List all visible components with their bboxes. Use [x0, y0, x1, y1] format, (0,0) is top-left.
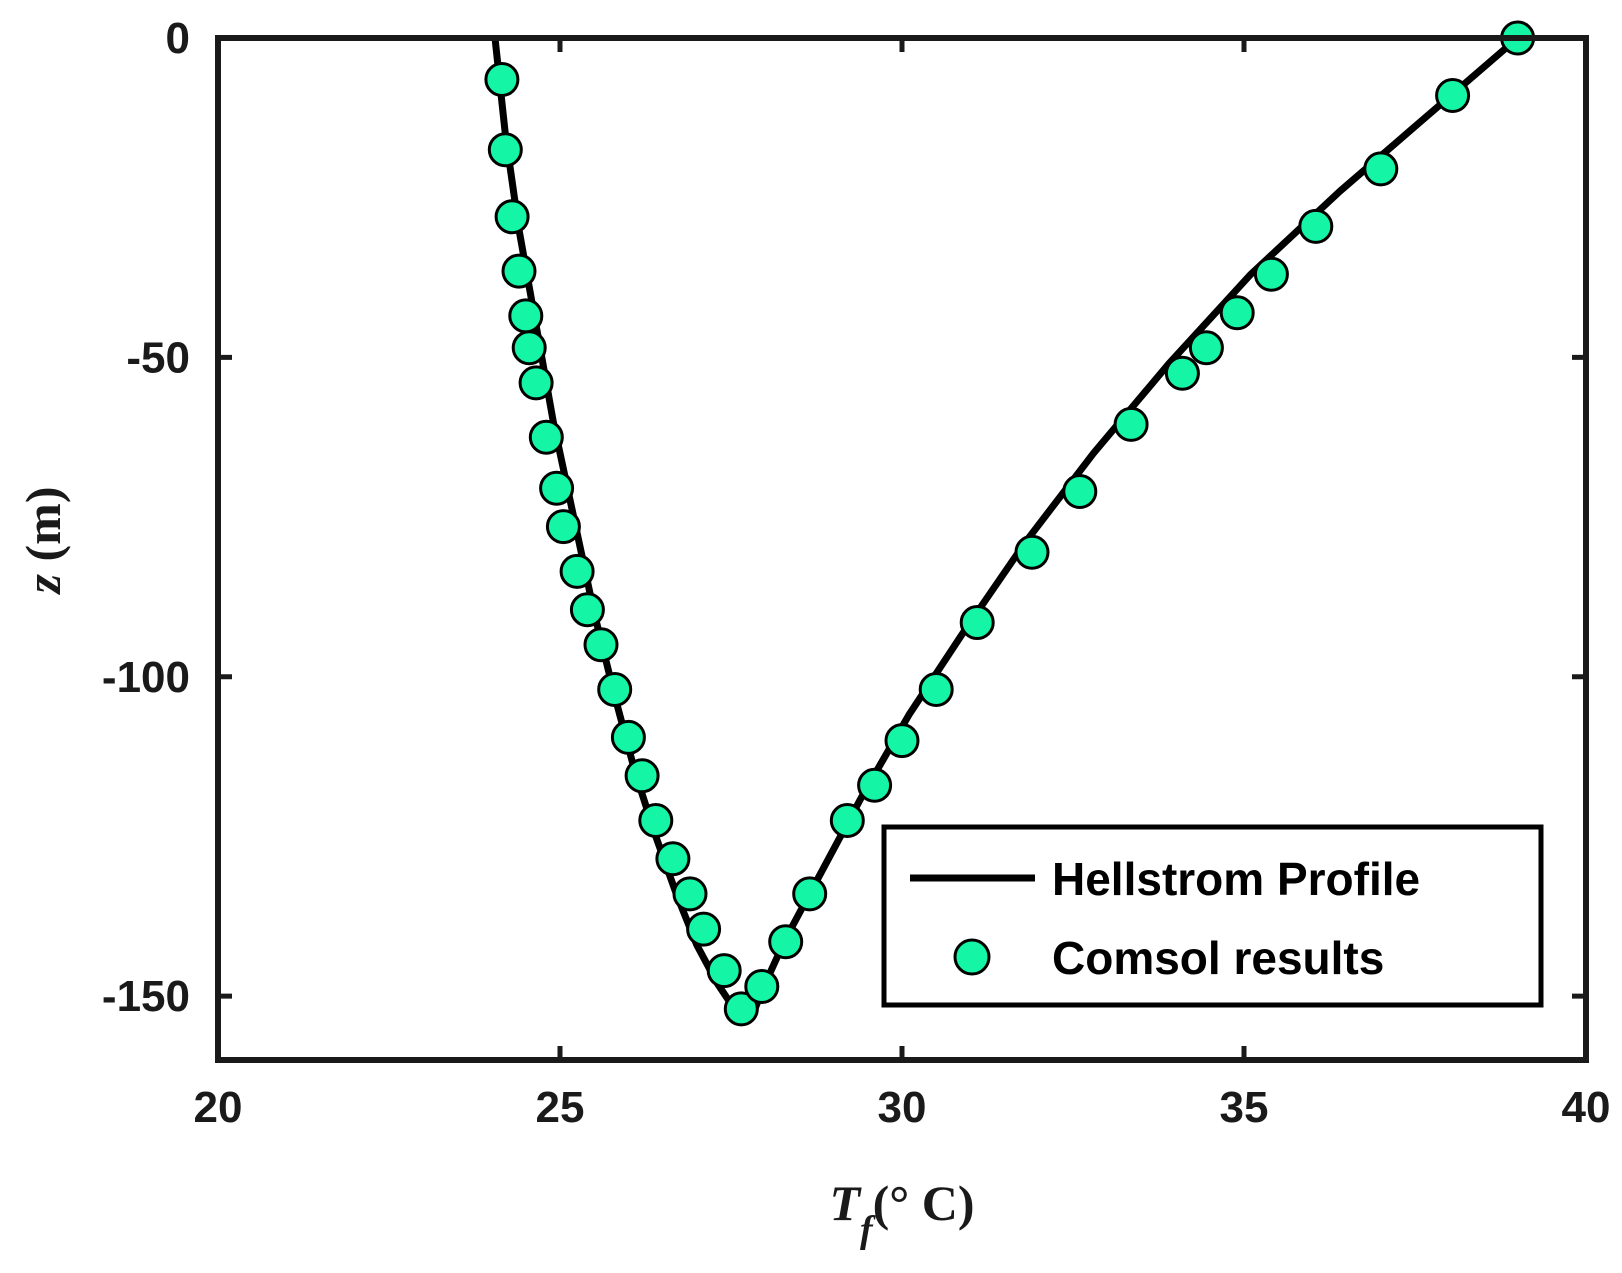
- x-axis-label: Tf(° C): [829, 1175, 974, 1251]
- x-tick-label: 25: [536, 1083, 585, 1132]
- comsol-point: [545, 509, 581, 545]
- comsol-point: [829, 803, 865, 838]
- comsol-point: [511, 330, 547, 366]
- y-tick-label: -150: [102, 972, 190, 1021]
- comsol-point: [494, 199, 530, 235]
- legend-box: [881, 824, 1544, 1008]
- comsol-point: [918, 672, 954, 707]
- comsol-point: [723, 991, 759, 1027]
- comsol-point: [484, 62, 520, 97]
- y-tick-label: 0: [166, 14, 190, 63]
- comsol-point: [597, 672, 633, 707]
- comsol-point: [638, 803, 674, 838]
- comsol-point: [1014, 534, 1050, 570]
- comsol-point: [487, 132, 523, 168]
- comsol-point: [768, 924, 804, 960]
- marker-series: [484, 20, 1536, 1027]
- comsol-point: [559, 553, 595, 589]
- comsol-point: [583, 627, 619, 663]
- comsol-point: [518, 365, 554, 401]
- x-tick-label: 40: [1562, 1083, 1611, 1132]
- comsol-point: [792, 876, 828, 912]
- x-tick-label: 30: [878, 1083, 927, 1132]
- comsol-point: [884, 723, 920, 759]
- y-axis-label: z (m): [15, 487, 71, 596]
- comsol-point: [1253, 256, 1289, 292]
- legend-label-hellstrom: Hellstrom Profile: [1052, 853, 1420, 905]
- comsol-point: [1113, 406, 1149, 442]
- comsol-point: [959, 605, 995, 640]
- legend: Hellstrom Profile Comsol results: [881, 824, 1544, 1008]
- comsol-point: [610, 719, 646, 755]
- comsol-point: [508, 298, 544, 334]
- plot-frame: [215, 35, 1589, 1063]
- comsol-point: [744, 969, 780, 1004]
- comsol-point: [706, 953, 742, 989]
- comsol-point: [1062, 474, 1098, 509]
- x-tick-label: 20: [194, 1083, 243, 1132]
- x-tick-labels: 20 25 30 35 40: [194, 1083, 1611, 1132]
- comsol-point: [624, 758, 660, 794]
- comsol-point: [1188, 330, 1224, 366]
- comsol-point: [539, 470, 575, 506]
- x-axis-label-var: T: [829, 1175, 862, 1231]
- comsol-point: [1219, 295, 1255, 331]
- x-tick-label: 35: [1220, 1083, 1269, 1132]
- comsol-point: [1298, 208, 1334, 244]
- comsol-point: [1363, 151, 1399, 187]
- comsol-point: [528, 419, 564, 455]
- y-tick-labels: 0 -50 -100 -150: [102, 14, 190, 1021]
- comsol-point: [857, 767, 893, 803]
- comsol-point: [686, 911, 722, 947]
- comsol-point: [655, 841, 691, 877]
- y-tick-label: -50: [126, 333, 190, 382]
- x-axis-label-sub: f: [860, 1209, 876, 1251]
- legend-label-comsol: Comsol results: [1052, 932, 1384, 984]
- comsol-point: [672, 876, 708, 912]
- y-axis-label-var: z: [15, 573, 71, 595]
- comsol-point: [569, 592, 605, 628]
- y-axis-label-unit: (m): [15, 487, 71, 574]
- y-tick-label: -100: [102, 653, 190, 702]
- x-axis-label-unit: (° C): [873, 1175, 975, 1231]
- comsol-point: [501, 253, 537, 289]
- legend-marker-swatch: [953, 938, 991, 976]
- comsol-point: [1435, 78, 1471, 113]
- comsol-point: [1164, 355, 1200, 391]
